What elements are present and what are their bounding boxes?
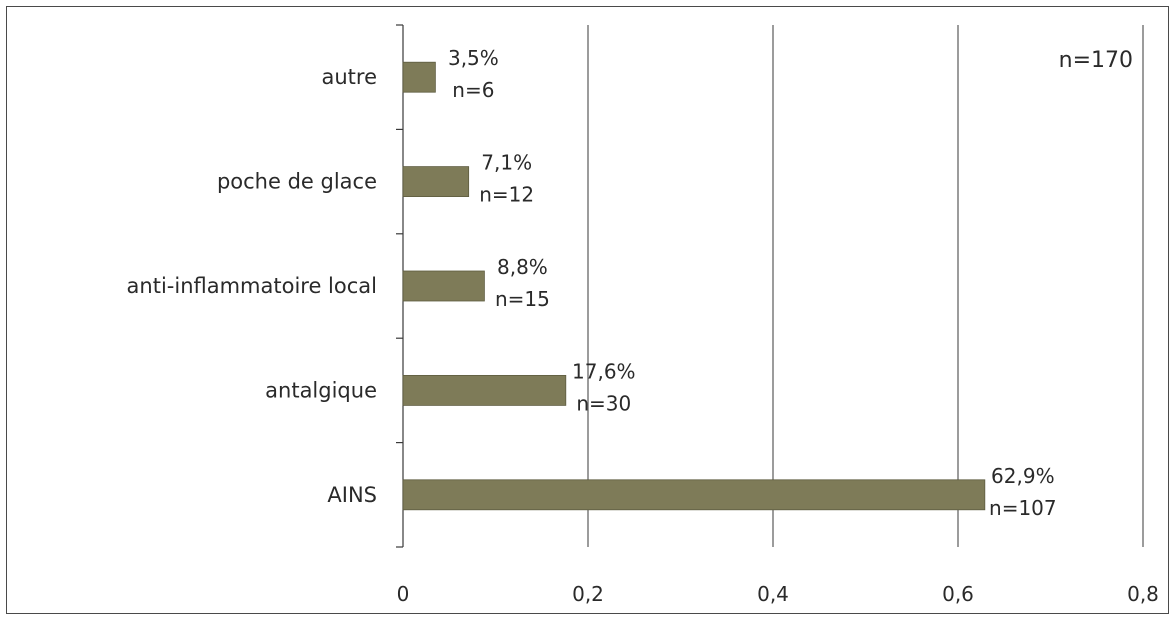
data-labels: 3,5% n=6 7,1% n=12 8,8% n=15 17,6% n=30 62,9% n=1… <box>448 46 1057 520</box>
y-axis <box>396 24 404 548</box>
category-labels: autre poche de glace anti-inflammatoire lo… <box>127 65 377 507</box>
x-tick-label: 0,6 <box>942 582 974 606</box>
grid-lines <box>587 25 1144 547</box>
x-tick-labels: 0 0,2 0,4 0,6 0,8 <box>397 582 1159 606</box>
category-label: antalgique <box>265 378 377 402</box>
count-label: n=107 <box>989 496 1057 520</box>
category-label: AINS <box>327 483 377 507</box>
category-label: anti-inflammatoire local <box>127 274 377 298</box>
count-label: n=15 <box>495 287 550 311</box>
chart-frame: autre poche de glace anti-inflammatoire lo… <box>6 6 1169 614</box>
percent-label: 17,6% <box>572 359 636 383</box>
bar <box>402 270 485 302</box>
bar-chart: autre poche de glace anti-inflammatoire lo… <box>127 24 1159 606</box>
count-label: n=12 <box>479 183 534 207</box>
category-label: autre <box>321 65 377 89</box>
bars <box>402 61 986 511</box>
bar <box>402 166 470 198</box>
category-label: poche de glace <box>217 170 377 194</box>
x-tick-label: 0 <box>397 582 410 606</box>
count-label: n=6 <box>452 78 494 102</box>
percent-label: 8,8% <box>497 255 548 279</box>
count-label: n=30 <box>576 391 631 415</box>
percent-label: 3,5% <box>448 46 499 70</box>
bar <box>402 61 436 93</box>
bar <box>402 479 986 511</box>
percent-label: 62,9% <box>991 464 1055 488</box>
bar <box>402 374 567 406</box>
x-tick-label: 0,2 <box>572 582 604 606</box>
total-count-label: n=170 <box>1059 48 1133 73</box>
x-tick-label: 0,4 <box>757 582 789 606</box>
percent-label: 7,1% <box>481 151 532 175</box>
x-tick-label: 0,8 <box>1127 582 1159 606</box>
